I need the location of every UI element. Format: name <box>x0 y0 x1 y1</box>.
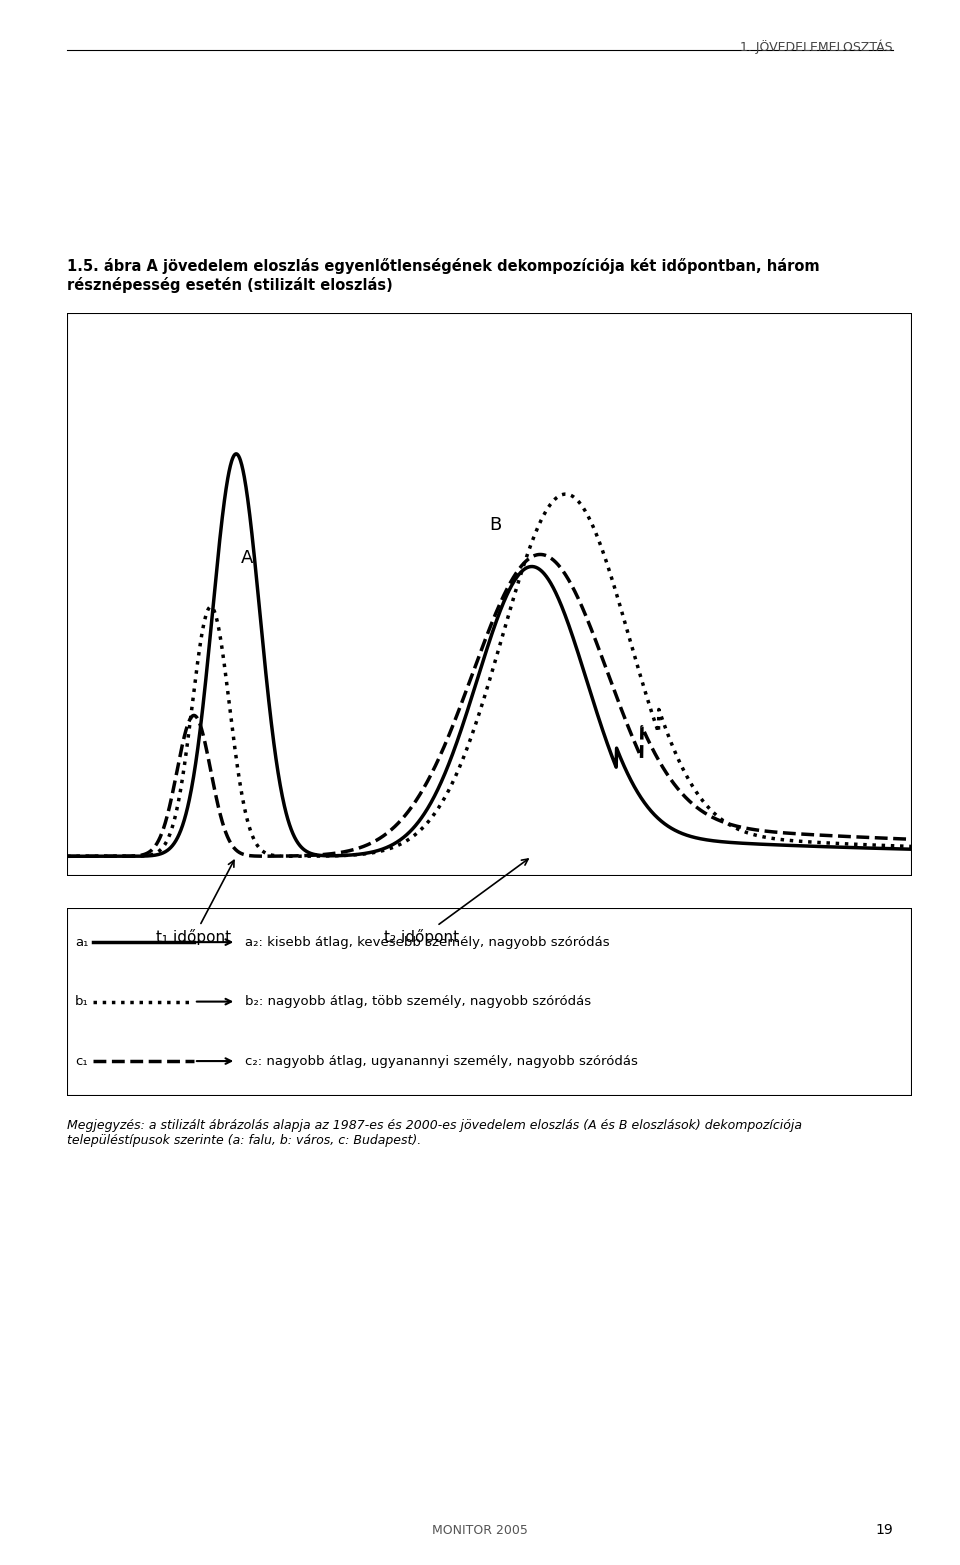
Text: a₂: kisebb átlag, kevesebb személy, nagyobb szóródás: a₂: kisebb átlag, kevesebb személy, nagy… <box>245 936 610 948</box>
Text: c₂: nagyobb átlag, ugyanannyi személy, nagyobb szóródás: c₂: nagyobb átlag, ugyanannyi személy, n… <box>245 1055 637 1067</box>
Text: A: A <box>240 548 252 567</box>
Text: Megjegyzés: a stilizált ábrázolás alapja az 1987-es és 2000-es jövedelem eloszlá: Megjegyzés: a stilizált ábrázolás alapja… <box>67 1119 803 1147</box>
Text: t₁ időpont: t₁ időpont <box>156 861 234 945</box>
Text: t₂ időpont: t₂ időpont <box>384 859 528 945</box>
Text: b₂: nagyobb átlag, több személy, nagyobb szóródás: b₂: nagyobb átlag, több személy, nagyobb… <box>245 995 590 1008</box>
Text: 1. JÖVEDELEMELOSZTÁS: 1. JÖVEDELEMELOSZTÁS <box>740 39 893 53</box>
Text: c₁: c₁ <box>76 1055 88 1067</box>
Text: a₁: a₁ <box>75 936 88 948</box>
Bar <box>67 908 912 1096</box>
Bar <box>67 313 912 876</box>
Text: b₁: b₁ <box>75 995 88 1008</box>
Text: 19: 19 <box>876 1523 893 1537</box>
Text: B: B <box>490 516 502 534</box>
Text: 1.5. ábra A jövedelem eloszlás egyenlőtlenségének dekompozíciója két időpontban,: 1.5. ábra A jövedelem eloszlás egyenlőtl… <box>67 258 820 293</box>
Text: MONITOR 2005: MONITOR 2005 <box>432 1524 528 1537</box>
